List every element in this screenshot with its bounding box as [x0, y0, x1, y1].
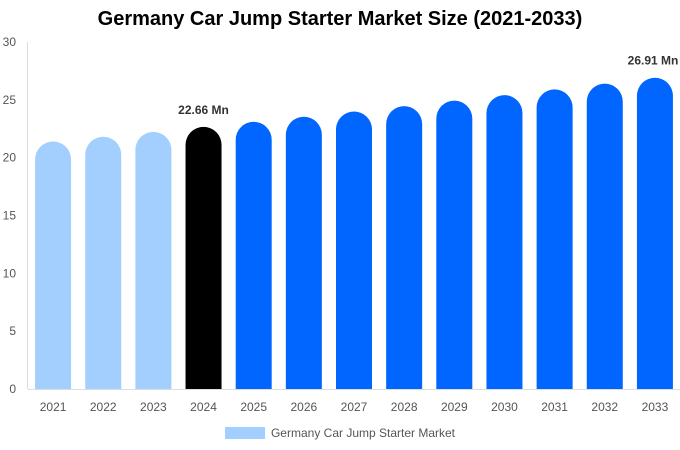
bar-2021: [35, 141, 72, 389]
data-label-2033: 26.91 Mn: [628, 54, 679, 68]
x-tick-label: 2024: [190, 400, 217, 414]
legend-swatch: [224, 427, 265, 439]
y-tick-label: 20: [3, 151, 17, 165]
bar-2022: [85, 136, 122, 389]
bar-2028: [386, 106, 423, 389]
bar-2032: [586, 83, 623, 389]
legend: Germany Car Jump Starter Market: [0, 426, 680, 440]
x-tick-label: 2025: [240, 400, 267, 414]
x-tick-label: 2031: [541, 400, 568, 414]
x-tick-label: 2029: [441, 400, 468, 414]
bar-2029: [436, 100, 473, 389]
chart-title: Germany Car Jump Starter Market Size (20…: [97, 8, 583, 30]
x-tick-label: 2027: [341, 400, 368, 414]
bar-2027: [336, 111, 372, 389]
bar-2031: [536, 89, 573, 389]
y-tick-label: 10: [3, 266, 17, 280]
legend-label: Germany Car Jump Starter Market: [270, 426, 456, 440]
x-tick-label: 2026: [290, 400, 317, 414]
x-tick-label: 2023: [140, 400, 167, 414]
bar-2033: [636, 77, 673, 389]
x-tick-label: 2033: [642, 400, 669, 414]
y-tick-label: 5: [9, 324, 16, 338]
x-tick-label: 2021: [40, 400, 67, 414]
y-tick-label: 0: [9, 382, 16, 396]
x-tick-label: 2022: [90, 400, 117, 414]
data-label-2024: 22.66 Mn: [178, 103, 229, 117]
bar-2026: [285, 116, 322, 389]
bar-2024: [185, 126, 222, 389]
bar-2025: [235, 121, 272, 389]
bar-2030: [486, 95, 523, 389]
y-tick-label: 15: [3, 209, 17, 223]
bar-2023: [135, 131, 172, 389]
y-tick-label: 25: [3, 93, 17, 107]
x-tick-label: 2032: [591, 400, 618, 414]
y-tick-label: 30: [3, 35, 17, 49]
x-tick-label: 2030: [491, 400, 518, 414]
x-tick-label: 2028: [391, 400, 418, 414]
